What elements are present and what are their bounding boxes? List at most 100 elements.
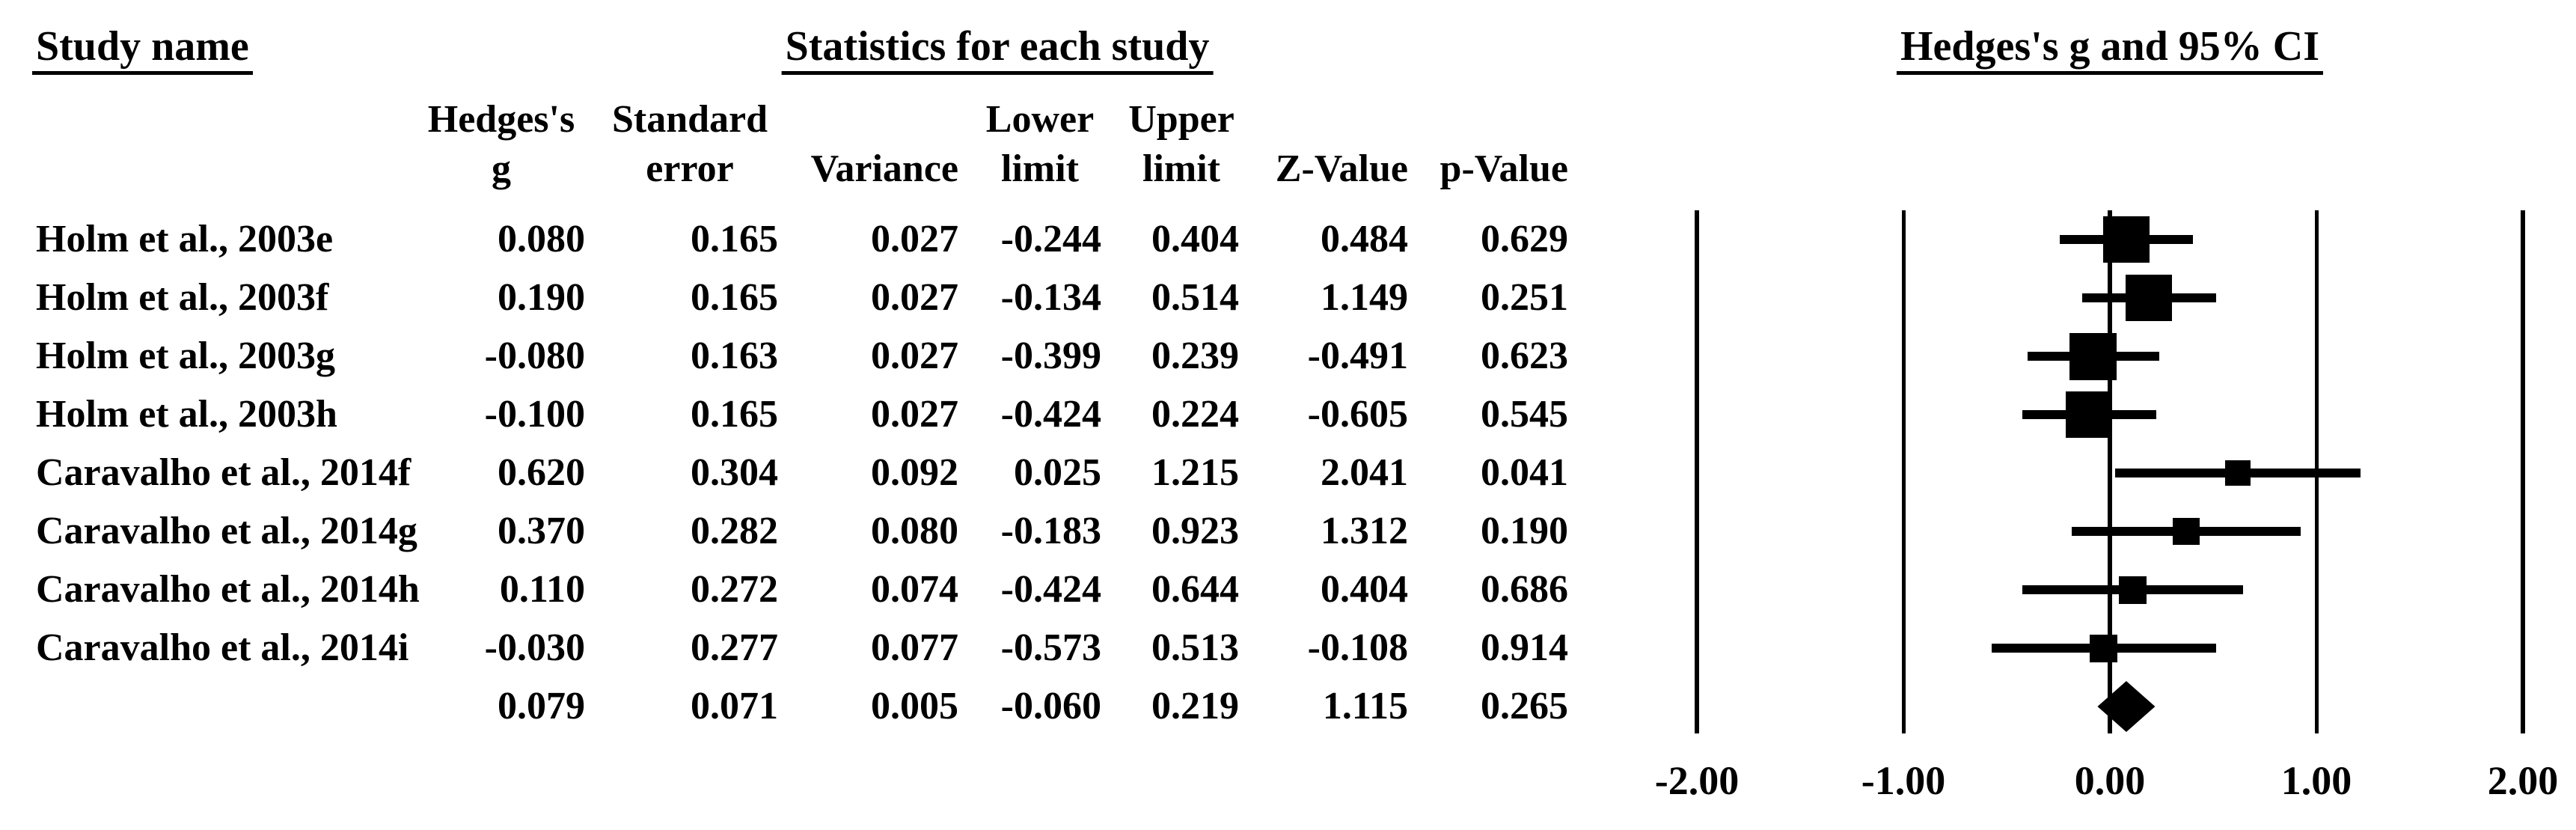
- axis-gridline: [1695, 210, 1699, 733]
- study-name-cell: Holm et al., 2003f: [36, 276, 329, 319]
- cell-hedges-g: 0.080: [498, 218, 585, 260]
- study-name-column-title: Study name: [32, 25, 253, 75]
- cell-upper-limit: 0.514: [1151, 276, 1239, 319]
- axis-tick-label: 1.00: [2280, 758, 2352, 803]
- cell-lower-limit: -0.244: [1000, 218, 1101, 260]
- study-name-cell: Caravalho et al., 2014f: [36, 451, 412, 494]
- cell-p-value: 0.629: [1481, 218, 1568, 260]
- study-name-cell: Caravalho et al., 2014i: [36, 626, 409, 669]
- column-header-upper-limit: Upper: [1128, 98, 1235, 141]
- cell-variance: 0.080: [871, 510, 958, 552]
- effect-square: [2173, 518, 2200, 545]
- column-header-standard-error: error: [646, 147, 734, 190]
- cell-p-value: 0.265: [1481, 685, 1568, 727]
- cell-p-value: 0.914: [1481, 626, 1568, 669]
- cell-lower-limit: -0.134: [1000, 276, 1101, 319]
- cell-standard-error: 0.165: [691, 276, 778, 319]
- cell-standard-error: 0.163: [691, 335, 778, 377]
- cell-p-value: 0.623: [1481, 335, 1568, 377]
- cell-p-value: 0.251: [1481, 276, 1568, 319]
- study-name-cell: Caravalho et al., 2014h: [36, 568, 420, 611]
- cell-z-value: -0.491: [1307, 335, 1408, 377]
- effect-square: [2066, 391, 2113, 438]
- cell-standard-error: 0.304: [691, 451, 778, 494]
- cell-lower-limit: -0.573: [1000, 626, 1101, 669]
- column-header-lower-limit: limit: [1001, 147, 1079, 190]
- axis-gridline: [1901, 210, 1906, 733]
- study-name-cell: Holm et al., 2003g: [36, 335, 336, 377]
- statistics-section-title: Statistics for each study: [781, 25, 1214, 75]
- zero-reference-line: [2108, 210, 2112, 733]
- cell-variance: 0.027: [871, 276, 958, 319]
- cell-hedges-g: 0.370: [498, 510, 585, 552]
- cell-upper-limit: 0.239: [1151, 335, 1239, 377]
- cell-upper-limit: 0.404: [1151, 218, 1239, 260]
- study-name-cell: Holm et al., 2003e: [36, 218, 334, 260]
- cell-hedges-g: 0.110: [499, 568, 585, 611]
- cell-hedges-g: -0.100: [484, 393, 585, 436]
- cell-variance: 0.027: [871, 393, 958, 436]
- cell-lower-limit: -0.424: [1000, 393, 1101, 436]
- effect-square: [2103, 216, 2150, 263]
- cell-standard-error: 0.165: [691, 393, 778, 436]
- cell-variance: 0.027: [871, 335, 958, 377]
- column-header-upper-limit: limit: [1142, 147, 1220, 190]
- cell-standard-error: 0.282: [691, 510, 778, 552]
- cell-upper-limit: 0.513: [1151, 626, 1239, 669]
- plot-section-title: Hedges's g and 95% CI: [1896, 25, 2324, 75]
- cell-p-value: 0.686: [1481, 568, 1568, 611]
- cell-upper-limit: 0.644: [1151, 568, 1239, 611]
- effect-square: [2069, 332, 2117, 380]
- cell-hedges-g: 0.190: [498, 276, 585, 319]
- cell-upper-limit: 0.923: [1151, 510, 1239, 552]
- cell-z-value: 0.484: [1321, 218, 1408, 260]
- column-header-z-value: Z-Value: [1275, 147, 1408, 190]
- column-header-hedges-g: Hedges's: [427, 98, 575, 141]
- effect-square: [2090, 634, 2118, 662]
- effect-square: [2126, 275, 2173, 321]
- cell-standard-error: 0.165: [691, 218, 778, 260]
- cell-variance: 0.005: [871, 685, 958, 727]
- column-header-hedges-g: g: [492, 147, 511, 190]
- column-header-p-value: p-Value: [1440, 147, 1568, 190]
- cell-hedges-g: -0.030: [484, 626, 585, 669]
- axis-tick-label: -2.00: [1654, 758, 1740, 803]
- axis-tick-label: -1.00: [1861, 758, 1946, 803]
- study-name-cell: Holm et al., 2003h: [36, 393, 337, 436]
- cell-lower-limit: -0.399: [1000, 335, 1101, 377]
- cell-standard-error: 0.277: [691, 626, 778, 669]
- cell-z-value: 2.041: [1321, 451, 1408, 494]
- cell-p-value: 0.041: [1481, 451, 1568, 494]
- cell-z-value: 1.312: [1321, 510, 1408, 552]
- effect-square: [2225, 460, 2251, 486]
- cell-upper-limit: 1.215: [1151, 451, 1239, 494]
- cell-lower-limit: -0.183: [1000, 510, 1101, 552]
- cell-variance: 0.074: [871, 568, 958, 611]
- cell-standard-error: 0.071: [691, 685, 778, 727]
- cell-variance: 0.092: [871, 451, 958, 494]
- cell-variance: 0.027: [871, 218, 958, 260]
- cell-p-value: 0.545: [1481, 393, 1568, 436]
- axis-tick-label: 0.00: [2074, 758, 2146, 803]
- study-name-cell: Caravalho et al., 2014g: [36, 510, 417, 552]
- cell-z-value: 1.149: [1321, 276, 1408, 319]
- cell-upper-limit: 0.224: [1151, 393, 1239, 436]
- cell-lower-limit: -0.424: [1000, 568, 1101, 611]
- column-header-variance: Variance: [810, 147, 958, 190]
- cell-p-value: 0.190: [1481, 510, 1568, 552]
- cell-lower-limit: -0.060: [1000, 685, 1101, 727]
- axis-tick-label: 2.00: [2487, 758, 2559, 803]
- cell-z-value: 0.404: [1321, 568, 1408, 611]
- cell-z-value: 1.115: [1322, 685, 1408, 727]
- axis-gridline: [2521, 210, 2525, 733]
- effect-square: [2118, 576, 2147, 604]
- column-header-lower-limit: Lower: [985, 98, 1095, 141]
- column-header-standard-error: Standard: [611, 98, 768, 141]
- cell-hedges-g: 0.620: [498, 451, 585, 494]
- cell-upper-limit: 0.219: [1151, 685, 1239, 727]
- cell-lower-limit: 0.025: [1014, 451, 1101, 494]
- cell-z-value: -0.108: [1307, 626, 1408, 669]
- summary-diamond: [2097, 681, 2156, 732]
- cell-hedges-g: 0.079: [498, 685, 585, 727]
